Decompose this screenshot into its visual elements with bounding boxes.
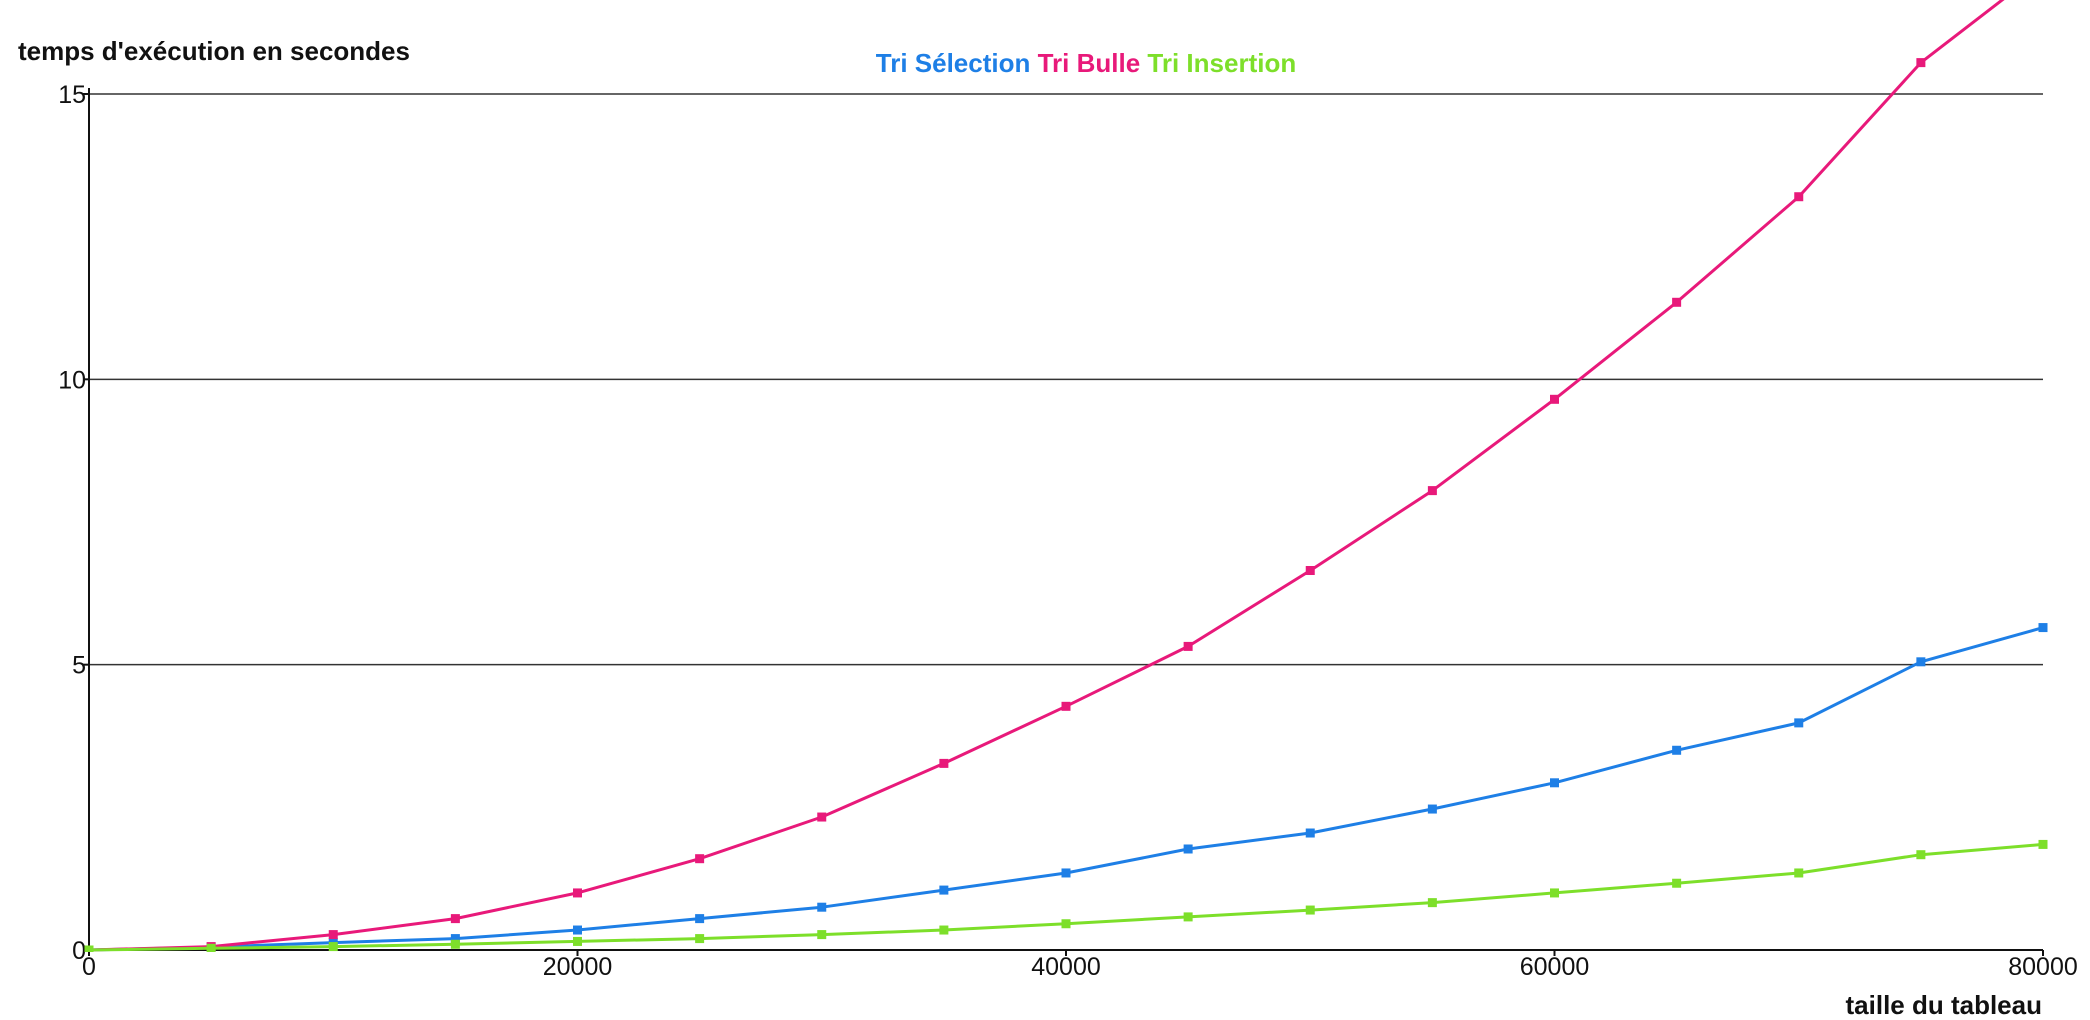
legend-entry: Tri Insertion (1140, 48, 1296, 78)
data-point (817, 930, 827, 940)
data-point (1061, 868, 1071, 878)
data-point (328, 942, 338, 952)
x-tick-labels: 0 20000 40000 60000 80000 (82, 953, 2078, 981)
y-tick-label: 5 (72, 652, 86, 680)
data-point (1550, 778, 1559, 788)
data-point (450, 934, 460, 944)
data-point (573, 936, 582, 946)
data-point (1305, 566, 1315, 576)
data-point (84, 945, 94, 952)
data-point (1916, 657, 1926, 667)
x-axis-title: taille du tableau (1846, 990, 2043, 1020)
series-group (84, 0, 2048, 952)
y-axis-title: temps d'exécution en secondes (18, 36, 410, 66)
data-point (1672, 745, 1682, 755)
data-point (1061, 919, 1071, 929)
data-point (1427, 486, 1437, 496)
data-point (695, 934, 705, 944)
axes (83, 88, 2044, 956)
legend-entry: Tri Bulle (1030, 48, 1140, 78)
data-point (1794, 718, 1804, 728)
legend: Tri Sélection Tri Bulle Tri Insertion (876, 48, 1296, 78)
legend-entry: Tri Sélection (876, 48, 1031, 78)
data-point (2038, 623, 2048, 633)
x-tick-label: 60000 (1520, 953, 1590, 981)
data-point (1427, 804, 1437, 814)
y-tick-label: 10 (58, 366, 86, 394)
x-tick-label: 0 (82, 953, 96, 981)
data-point (1550, 394, 1559, 404)
data-point (1916, 58, 1926, 68)
data-point (450, 914, 460, 924)
data-point (2038, 839, 2048, 849)
series-line (88, 842, 2044, 952)
data-point (817, 902, 827, 912)
data-point (817, 812, 827, 822)
y-tick-label: 15 (58, 81, 86, 109)
data-point (695, 854, 705, 864)
data-point (573, 925, 582, 935)
series-1 (84, 0, 2005, 952)
data-point (1061, 701, 1071, 711)
data-point (939, 885, 949, 895)
series-0 (84, 623, 2048, 952)
series-line (88, 626, 2044, 952)
data-point (939, 758, 949, 768)
data-point (939, 925, 949, 935)
x-tick-label: 40000 (1031, 953, 1101, 981)
data-point (1183, 844, 1193, 854)
data-point (1672, 297, 1682, 307)
x-tick-label: 20000 (543, 953, 613, 981)
grid-lines (89, 93, 2043, 666)
data-point (328, 930, 338, 940)
data-point (1550, 888, 1559, 898)
x-tick-label: 80000 (2008, 953, 2078, 981)
data-point (1427, 898, 1437, 908)
data-point (1672, 878, 1682, 888)
series-line (88, 0, 2005, 952)
data-point (1305, 828, 1315, 838)
data-point (1305, 905, 1315, 915)
y-tick-labels: 0 5 10 15 (58, 81, 86, 965)
series-2 (84, 839, 2048, 952)
data-point (573, 888, 582, 898)
data-point (450, 939, 460, 949)
data-point (1183, 641, 1193, 651)
data-point (695, 914, 705, 924)
y-tick-label: 0 (72, 937, 86, 965)
data-point (1794, 192, 1804, 202)
data-point (1183, 912, 1193, 922)
data-point (1794, 868, 1804, 878)
data-point (1916, 850, 1926, 860)
data-point (206, 943, 216, 952)
